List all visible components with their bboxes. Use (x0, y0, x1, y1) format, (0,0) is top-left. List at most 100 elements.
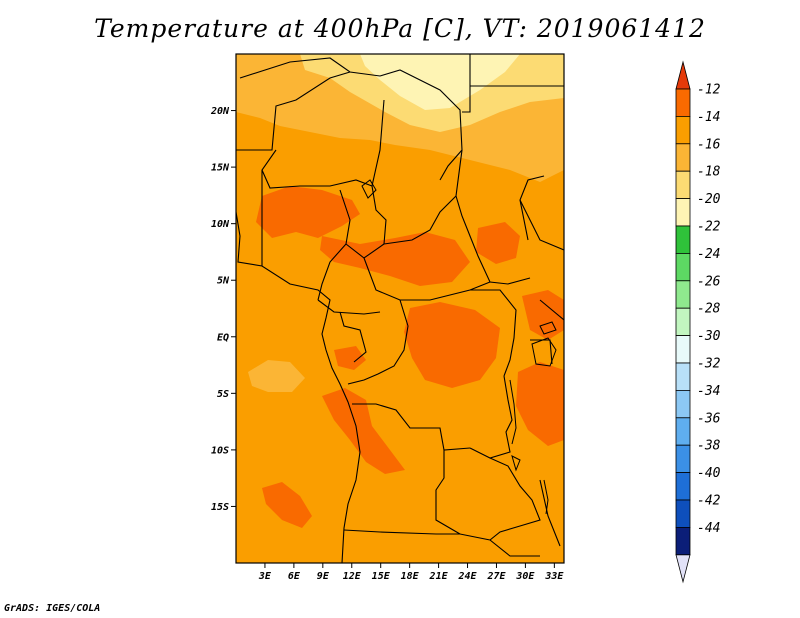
lake-kyoga (539, 321, 557, 335)
border-mali-niger (236, 71, 351, 151)
border-sudan-south (455, 195, 531, 285)
border-uganda (530, 339, 553, 365)
colorbar-box (675, 88, 691, 117)
border-zimbabwe (489, 539, 540, 557)
lat-tick-label: 5N (217, 276, 230, 287)
lat-tick-label: 10N (211, 219, 230, 230)
field-patch-m12-m14-4 (404, 302, 500, 388)
lon-tick-label: 33E (544, 571, 564, 582)
field-patch-m12-m14-5 (522, 290, 564, 340)
country-borders (236, 54, 564, 563)
border-angola-zambia (435, 450, 461, 535)
colorbar-box (675, 362, 691, 391)
colorbar-label: -30 (697, 329, 721, 344)
colorbar-box (675, 198, 691, 227)
lon-tick-label: 21E (429, 571, 449, 582)
colorbar-label: -32 (697, 357, 721, 372)
lat-tick-label: 15N (211, 163, 230, 174)
colorbar-label: -20 (697, 192, 721, 207)
colorbar-label: -16 (697, 137, 721, 152)
colorbar-label: -40 (697, 466, 721, 481)
colorbar-box (675, 335, 691, 364)
border-drc-uganda (470, 289, 517, 377)
border-chad-sudan (383, 149, 463, 245)
colorbar-box (675, 116, 691, 145)
field-band-m20-m22 (360, 54, 520, 110)
grads-credit: GrADS: IGES/COLA (4, 603, 101, 614)
colorbar-label: -24 (697, 247, 720, 262)
lon-tick-label: 15E (372, 571, 391, 582)
colorbar-box (675, 170, 691, 199)
colorbar-label: -44 (697, 521, 720, 536)
colorbar-box (675, 307, 691, 337)
lat-tick-label: 5S (217, 389, 229, 400)
border-congo-drc (347, 299, 409, 385)
colorbar-box (675, 225, 691, 254)
border-cameroon-gabon (317, 299, 381, 315)
colorbar-top-arrow (675, 60, 691, 90)
map-frame (235, 53, 565, 564)
lake-victoria (531, 337, 557, 367)
colorbar-label: -12 (697, 83, 721, 98)
colorbar-label: -26 (697, 274, 721, 289)
lon-tick-label: 9E (317, 571, 330, 582)
colorbar-label: -18 (697, 165, 721, 180)
field-patch-m12-m14-3 (476, 222, 520, 264)
colorbar-bottom-arrow (675, 554, 691, 584)
lon-tick-label: 18E (401, 571, 420, 582)
temperature-field (236, 54, 564, 563)
colorbar-box (675, 527, 691, 556)
lat-tick-label: 15S (211, 502, 229, 513)
lon-tick-label: 3E (258, 571, 272, 582)
border-chad-west (371, 99, 387, 245)
field-patch-m12-m14-6 (516, 362, 564, 446)
field-patch-m12-m14-2 (320, 232, 470, 286)
colorbar-label: -28 (697, 302, 721, 317)
field-patch-m12-m14-9 (262, 482, 312, 528)
lake-malawi (543, 479, 549, 515)
colorbar-label: -14 (697, 110, 720, 125)
border-ethiopia-kenya (519, 175, 545, 241)
colorbar-box (675, 280, 691, 309)
border-car-south (363, 257, 491, 301)
colorbar-box (675, 389, 691, 419)
lake-tanganyika (509, 379, 517, 445)
colorbar-box (675, 472, 691, 501)
chart-title: Temperature at 400hPa [C], VT: 201906141… (94, 14, 706, 43)
border-malawi (539, 479, 561, 547)
field-patch-m12-m14-8 (334, 346, 366, 370)
lon-tick-label: 27E (486, 571, 506, 582)
lat-tick-label: EQ (217, 332, 229, 343)
lon-tick-label: 12E (343, 571, 362, 582)
border-zambia-tanzania (489, 457, 541, 541)
lake-chad (361, 179, 377, 199)
lon-tick-label: 24E (457, 571, 477, 582)
lon-tick-label: 6E (288, 571, 301, 582)
border-nigeria-cameroon (317, 189, 351, 301)
field-patch-m12-m14-1 (256, 186, 360, 238)
border-gabon-congo (339, 311, 367, 363)
colorbar-label: -22 (697, 220, 721, 235)
colorbar: -12 -14 -16 -18 -20 -22 -24 -26 -28 -30 -32 -34 -36 -… (675, 60, 721, 584)
lat-axis: 20N 15N 10N 5N EQ 5S 10S 15S (210, 106, 236, 513)
colorbar-label: -36 (697, 411, 721, 426)
lon-axis: 3E 6E 9E 12E 15E 18E 21E 24E 27E 30E 33E (258, 563, 564, 582)
border-angola-namibia (343, 529, 491, 541)
lon-tick-label: 30E (515, 571, 535, 582)
colorbar-box (675, 143, 691, 172)
border-tanzania-kenya (539, 299, 564, 321)
colorbar-label: -38 (697, 439, 721, 454)
colorbar-label: -34 (697, 384, 720, 399)
colorbar-label: -42 (697, 494, 721, 509)
colorbar-box (675, 499, 691, 528)
border-libya-chad (462, 54, 471, 113)
lat-tick-label: 20N (210, 106, 230, 117)
colorbar-box (675, 444, 691, 474)
field-patch-m16-m18-southwest (248, 360, 305, 392)
border-niger-north (239, 57, 463, 181)
colorbar-box (675, 417, 691, 446)
lat-tick-label: 10S (211, 445, 229, 456)
colorbar-box (675, 252, 691, 282)
lake-mweru (511, 455, 521, 472)
